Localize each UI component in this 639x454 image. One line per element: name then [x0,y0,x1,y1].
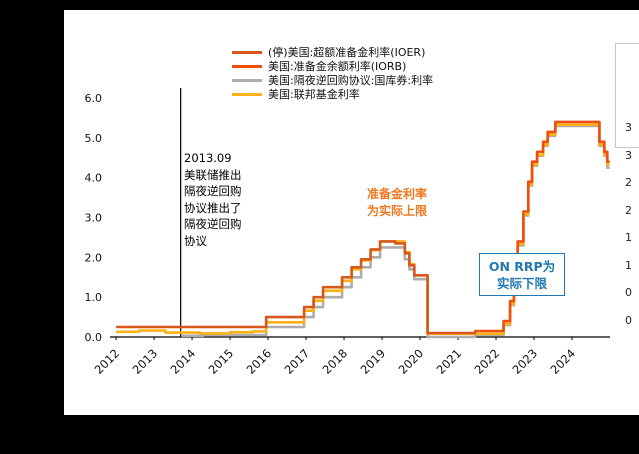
x-axis-tick-label: 2017 [282,346,313,377]
chart-panel: 0.0 1.0 2.0 3.0 4.0 5.0 6.0 2012 2013 2014 2015 201… [64,10,639,415]
x-axis-tick-label: 2015 [206,346,237,377]
x-axis-tick-label: 2018 [320,346,351,377]
y-axis-tick-label: 6.0 [85,92,103,105]
annotation-text-line: 美联储推出 [184,167,242,182]
legend-item-label: 美国:准备金余额利率(IORB) [268,60,407,73]
y-axis-tick-label: 4.0 [85,172,103,185]
x-axis-tick-label: 2022 [472,346,503,377]
legend-swatch-icon [232,93,262,96]
legend-item-label: 美国:联邦基金利率 [268,88,360,101]
legend-item-label: (停)美国:超额准备金利率(IOER) [268,46,426,59]
legend-item: (停)美国:超额准备金利率(IOER) [232,46,433,59]
annotation-text-line: 隔夜逆回购 [184,217,242,231]
legend-item: 美国:联邦基金利率 [232,88,433,101]
annotation-text-line: 协议推出了 [184,200,242,215]
adjacent-chart-box [615,43,639,148]
annotation-text-line: 准备金利率 [367,187,428,201]
annotation-text-line: 隔夜逆回购 [184,184,242,198]
y-axis-tick-label: 1.0 [85,291,103,304]
annotation-reserve-rate-upper-bound: 准备金利率为实际上限 [367,186,427,220]
x-axis-tick-label: 2020 [396,346,427,377]
y-axis-tick-label: 0.0 [85,331,103,344]
x-axis-tick-label: 2019 [358,346,389,377]
annotation-text-line: 实际下限 [496,275,547,291]
legend-item-label: 美国:隔夜逆回购协议:国库券:利率 [268,74,434,87]
annotation-text-line: 为实际上限 [367,204,428,218]
annotation-on-rrp-lower-bound: ON RRP为 实际下限 [479,253,565,296]
series-line-2 [181,124,610,339]
x-axis-tick-label: 2014 [168,346,199,377]
legend-swatch-icon [232,79,262,82]
x-axis-tick-label: 2023 [510,346,541,377]
legend-item: 美国:准备金余额利率(IORB) [232,60,433,73]
y-axis-tick-label: 2.0 [85,251,103,264]
x-axis-tick-label: 2013 [130,346,161,377]
x-axis-tick-label: 2024 [548,346,579,377]
x-axis-tick-label: 2016 [244,346,275,377]
legend-item: 美国:隔夜逆回购协议:国库券:利率 [232,74,433,87]
annotation-2013-09: 2013.09 美联储推出 隔夜逆回购 协议推出了 隔夜逆回购 协议 [184,150,242,249]
x-axis-tick-label: 2021 [434,346,465,377]
chart-legend: (停)美国:超额准备金利率(IOER) 美国:准备金余额利率(IORB) 美国:隔夜… [232,46,433,101]
series-line-1 [479,120,610,333]
y-axis-tick-label: 5.0 [85,132,103,145]
legend-swatch-icon [232,65,262,68]
x-axis-tick-label: 2012 [92,346,123,377]
annotation-text-line: 协议 [184,233,207,248]
y-axis-tick-label: 3.0 [85,212,103,225]
annotation-text-line: 2013.09 [184,151,232,165]
annotation-text-line: ON RRP为 [488,258,556,274]
series-line-0 [116,240,480,335]
legend-swatch-icon [232,51,262,54]
